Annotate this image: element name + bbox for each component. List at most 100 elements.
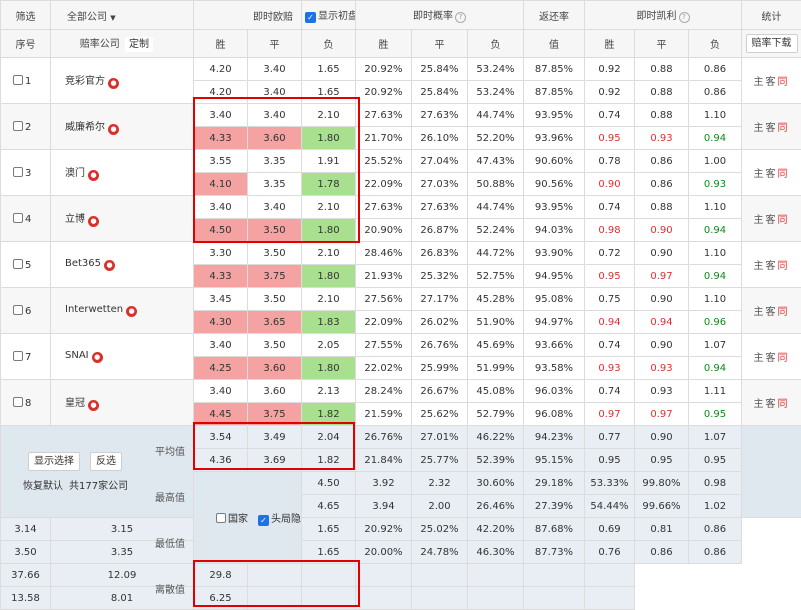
row-checkbox[interactable] (13, 167, 23, 177)
show-selected-button[interactable]: 显示选择 (28, 452, 80, 471)
live-prob-header: 即时概率? (356, 1, 524, 30)
circle-logo-icon[interactable]: ● (92, 352, 103, 363)
kelly-cell: 0.93 (635, 127, 689, 150)
circle-logo-icon[interactable]: ● (88, 170, 99, 181)
odds-cell: 4.65 (302, 495, 356, 518)
invert-selection-button[interactable]: 反选 (90, 452, 122, 471)
stat-link[interactable]: 客 (766, 307, 776, 318)
total-companies: 共177家公司 (69, 481, 128, 492)
kelly-cell: 1.10 (689, 104, 742, 127)
kelly-cell: 0.94 (585, 311, 635, 334)
stat-link[interactable]: 客 (766, 123, 776, 134)
return-rate-cell: 95.08% (524, 288, 585, 311)
stat-link[interactable]: 客 (766, 215, 776, 226)
prob-cell: 21.93% (356, 265, 412, 288)
row-checkbox[interactable] (13, 397, 23, 407)
stat-link[interactable]: 同 (778, 215, 788, 226)
custom-button[interactable]: 定制 (125, 37, 153, 52)
stat-link[interactable]: 客 (766, 261, 776, 272)
circle-logo-icon[interactable]: ● (88, 400, 99, 411)
help-icon[interactable]: ? (679, 12, 690, 23)
stat-link[interactable]: 主 (754, 123, 764, 134)
company-dropdown[interactable]: 全部公司 ▼ (51, 1, 194, 30)
kelly-cell: 0.92 (585, 81, 635, 104)
odds-cell: 3.69 (248, 449, 302, 472)
return-rate-cell (412, 564, 468, 587)
stat-link[interactable]: 同 (778, 307, 788, 318)
company-name[interactable]: Interwetten (65, 304, 123, 315)
odds-cell: 4.25 (194, 357, 248, 380)
header-row-2: 序号 赔率公司 定制 胜 平 负 胜 平 负 值 胜 平 负 赔率下载 (1, 30, 801, 58)
stat-link[interactable]: 主 (754, 307, 764, 318)
circle-logo-icon[interactable]: ● (108, 78, 119, 89)
return-rate-cell (412, 587, 468, 610)
stat-link[interactable]: 主 (754, 261, 764, 272)
stat-link[interactable]: 同 (778, 261, 788, 272)
kelly-cell: 1.07 (689, 426, 742, 449)
kelly-cell (524, 564, 585, 587)
kelly-cell: 0.69 (585, 518, 635, 541)
company-name[interactable]: SNAI (65, 350, 89, 361)
company-name[interactable]: Bet365 (65, 258, 101, 269)
kelly-cell: 0.86 (635, 173, 689, 196)
kelly-cell: 0.93 (585, 357, 635, 380)
company-name[interactable]: 竞彩官方 (65, 76, 105, 87)
col-lose: 负 (302, 30, 356, 58)
stat-link[interactable]: 客 (766, 169, 776, 180)
prob-cell: 20.92% (356, 518, 412, 541)
stat-link[interactable]: 同 (778, 353, 788, 364)
odds-download-button[interactable]: 赔率下载 (746, 34, 798, 53)
row-checkbox[interactable] (13, 121, 23, 131)
stat-link[interactable]: 同 (778, 169, 788, 180)
prob-cell: 26.10% (412, 127, 468, 150)
odds-cell: 1.91 (302, 150, 356, 173)
show-initial-toggle[interactable]: ✓显示初盘 (302, 1, 356, 30)
stat-link[interactable]: 主 (754, 353, 764, 364)
kelly-cell: 0.97 (635, 403, 689, 426)
country-checkbox[interactable] (216, 513, 226, 523)
stat-link[interactable]: 客 (766, 353, 776, 364)
checkbox-checked-icon[interactable]: ✓ (305, 12, 316, 23)
row-checkbox[interactable] (13, 259, 23, 269)
company-name[interactable]: 立博 (65, 214, 85, 225)
return-rate-cell: 94.03% (524, 219, 585, 242)
row-checkbox[interactable] (13, 213, 23, 223)
circle-logo-icon[interactable]: ● (108, 124, 119, 135)
stat-link[interactable]: 同 (778, 123, 788, 134)
company-name[interactable]: 皇冠 (65, 398, 85, 409)
prob-cell: 26.83% (412, 242, 468, 265)
stat-link[interactable]: 同 (778, 77, 788, 88)
row-checkbox[interactable] (13, 351, 23, 361)
checkbox-checked-icon[interactable]: ✓ (258, 515, 269, 526)
kelly-cell: 0.74 (585, 196, 635, 219)
odds-cell: 2.05 (302, 334, 356, 357)
company-name[interactable]: 威廉希尔 (65, 122, 105, 133)
prob-cell: 25.62% (412, 403, 468, 426)
stats-links: 主客同 (742, 104, 801, 150)
odds-cell: 1.65 (302, 541, 356, 564)
stat-link[interactable]: 同 (778, 399, 788, 410)
kelly-cell: 0.94 (689, 219, 742, 242)
kelly-cell: 0.74 (585, 380, 635, 403)
stat-link[interactable]: 主 (754, 77, 764, 88)
company-name[interactable]: 澳门 (65, 168, 85, 179)
row-checkbox[interactable] (13, 305, 23, 315)
prob-cell (356, 587, 412, 610)
help-icon[interactable]: ? (455, 12, 466, 23)
circle-logo-icon[interactable]: ● (104, 260, 115, 271)
stat-link[interactable]: 主 (754, 215, 764, 226)
stat-link[interactable]: 主 (754, 169, 764, 180)
circle-logo-icon[interactable]: ● (88, 216, 99, 227)
stat-link[interactable]: 主 (754, 399, 764, 410)
row-number: 7 (25, 352, 31, 363)
row-number-cell: 3 (1, 150, 51, 196)
odds-cell: 4.33 (194, 127, 248, 150)
prob-cell: 45.69% (468, 334, 524, 357)
row-checkbox[interactable] (13, 75, 23, 85)
stat-link[interactable]: 客 (766, 77, 776, 88)
stat-link[interactable]: 客 (766, 399, 776, 410)
circle-logo-icon[interactable]: ● (126, 306, 137, 317)
restore-default-link[interactable]: 恢复默认 (23, 481, 63, 492)
